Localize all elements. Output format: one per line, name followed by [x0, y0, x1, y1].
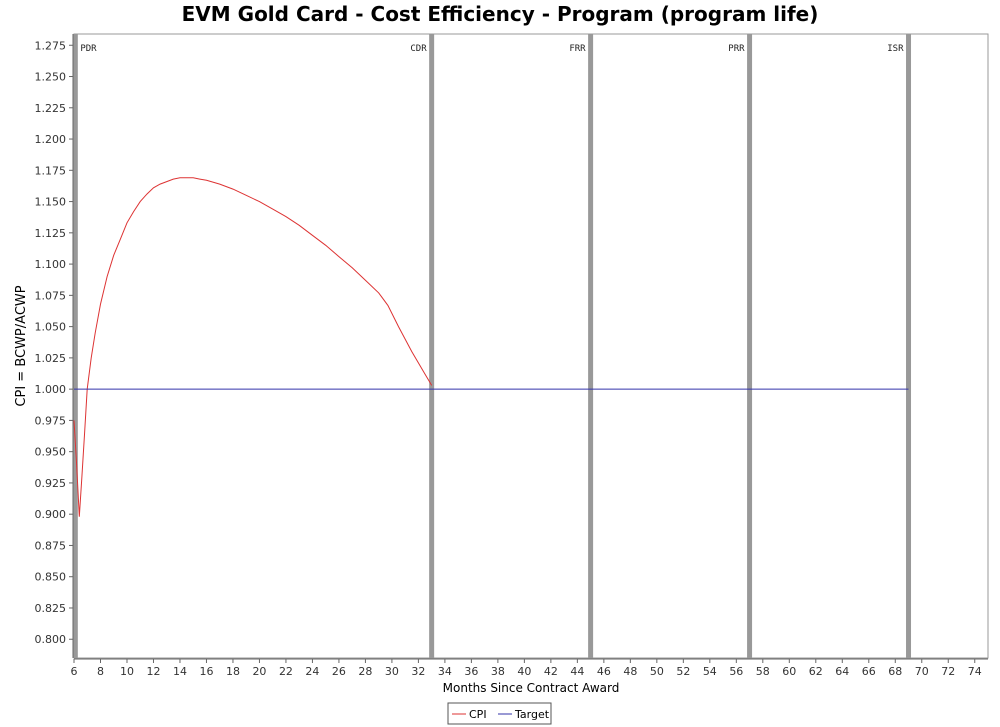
milestone-label: PRR	[728, 44, 745, 54]
x-tick-label: 20	[252, 665, 266, 678]
x-tick-label: 36	[464, 665, 478, 678]
milestone-label: FRR	[569, 44, 586, 54]
x-tick-label: 22	[279, 665, 293, 678]
milestone-layer: PDR CDR FRR PRR ISR	[72, 34, 912, 658]
legend-label-cpi: CPI	[469, 708, 487, 721]
y-tick-label: 0.950	[35, 446, 67, 459]
x-tick-label: 40	[517, 665, 531, 678]
x-tick-label: 62	[809, 665, 823, 678]
y-tick-label: 1.000	[35, 383, 67, 396]
series-layer	[73, 177, 909, 517]
x-tick-label: 46	[597, 665, 611, 678]
x-tick-label: 24	[305, 665, 319, 678]
y-tick-label: 1.250	[35, 71, 67, 84]
y-tick-label: 0.800	[35, 633, 67, 646]
y-tick-label: 1.025	[35, 352, 67, 365]
y-axis-label: CPI = BCWP/ACWP	[14, 285, 29, 406]
x-tick-label: 8	[97, 665, 104, 678]
x-tick-label: 52	[676, 665, 690, 678]
x-tick-label: 66	[862, 665, 876, 678]
y-tick-label: 1.150	[35, 196, 67, 209]
x-tick-label: 54	[703, 665, 717, 678]
y-tick-label: 0.900	[35, 508, 67, 521]
x-tick-label: 64	[835, 665, 849, 678]
x-tick-label: 70	[915, 665, 929, 678]
x-tick-label: 12	[146, 665, 160, 678]
y-tick-label: 1.225	[35, 102, 67, 115]
x-tick-label: 74	[968, 665, 982, 678]
plot-background	[73, 33, 989, 659]
y-tick-label: 0.925	[35, 477, 67, 490]
x-tick-label: 10	[120, 665, 134, 678]
y-tick-label: 1.175	[35, 164, 67, 177]
x-tick-label: 42	[544, 665, 558, 678]
x-tick-label: 6	[71, 665, 78, 678]
x-tick-label: 18	[226, 665, 240, 678]
x-tick-label: 48	[623, 665, 637, 678]
x-tick-label: 14	[173, 665, 187, 678]
y-tick-label: 0.825	[35, 602, 67, 615]
legend-label-target: Target	[514, 708, 550, 721]
x-axis: 6 8 10 12 14 16 18 20 22 24 26 28 30 32 34 36 38 40 42 44 46…	[71, 658, 988, 678]
x-axis-label: Months Since Contract Award	[443, 681, 620, 695]
y-tick-label: 0.875	[35, 539, 67, 552]
milestone-label: PDR	[80, 44, 97, 54]
chart-title: EVM Gold Card - Cost Efficiency - Progra…	[181, 2, 819, 26]
y-tick-label: 0.850	[35, 571, 67, 584]
y-axis: 0.800 0.825 0.850 0.875 0.900 0.925 0.950 0.975…	[35, 34, 74, 658]
y-tick-label: 1.075	[35, 289, 67, 302]
y-tick-label: 1.275	[35, 39, 67, 52]
y-tick-label: 1.125	[35, 227, 67, 240]
x-tick-label: 16	[199, 665, 213, 678]
x-tick-label: 56	[729, 665, 743, 678]
x-tick-label: 30	[385, 665, 399, 678]
milestone-label: CDR	[410, 44, 427, 54]
x-tick-label: 26	[332, 665, 346, 678]
y-tick-label: 1.050	[35, 321, 67, 334]
x-tick-label: 58	[756, 665, 770, 678]
x-tick-label: 34	[438, 665, 452, 678]
x-tick-label: 72	[941, 665, 955, 678]
series-line-cpi	[73, 177, 433, 517]
x-tick-label: 32	[411, 665, 425, 678]
y-tick-label: 0.975	[35, 414, 67, 427]
x-tick-label: 28	[358, 665, 372, 678]
legend: CPI Target	[447, 702, 552, 725]
y-tick-label: 1.100	[35, 258, 67, 271]
milestone-label: ISR	[887, 44, 904, 54]
y-tick-label: 1.200	[35, 133, 67, 146]
x-tick-label: 60	[782, 665, 796, 678]
x-tick-label: 44	[570, 665, 584, 678]
x-tick-label: 38	[491, 665, 505, 678]
x-tick-label: 50	[650, 665, 664, 678]
x-tick-label: 68	[888, 665, 902, 678]
